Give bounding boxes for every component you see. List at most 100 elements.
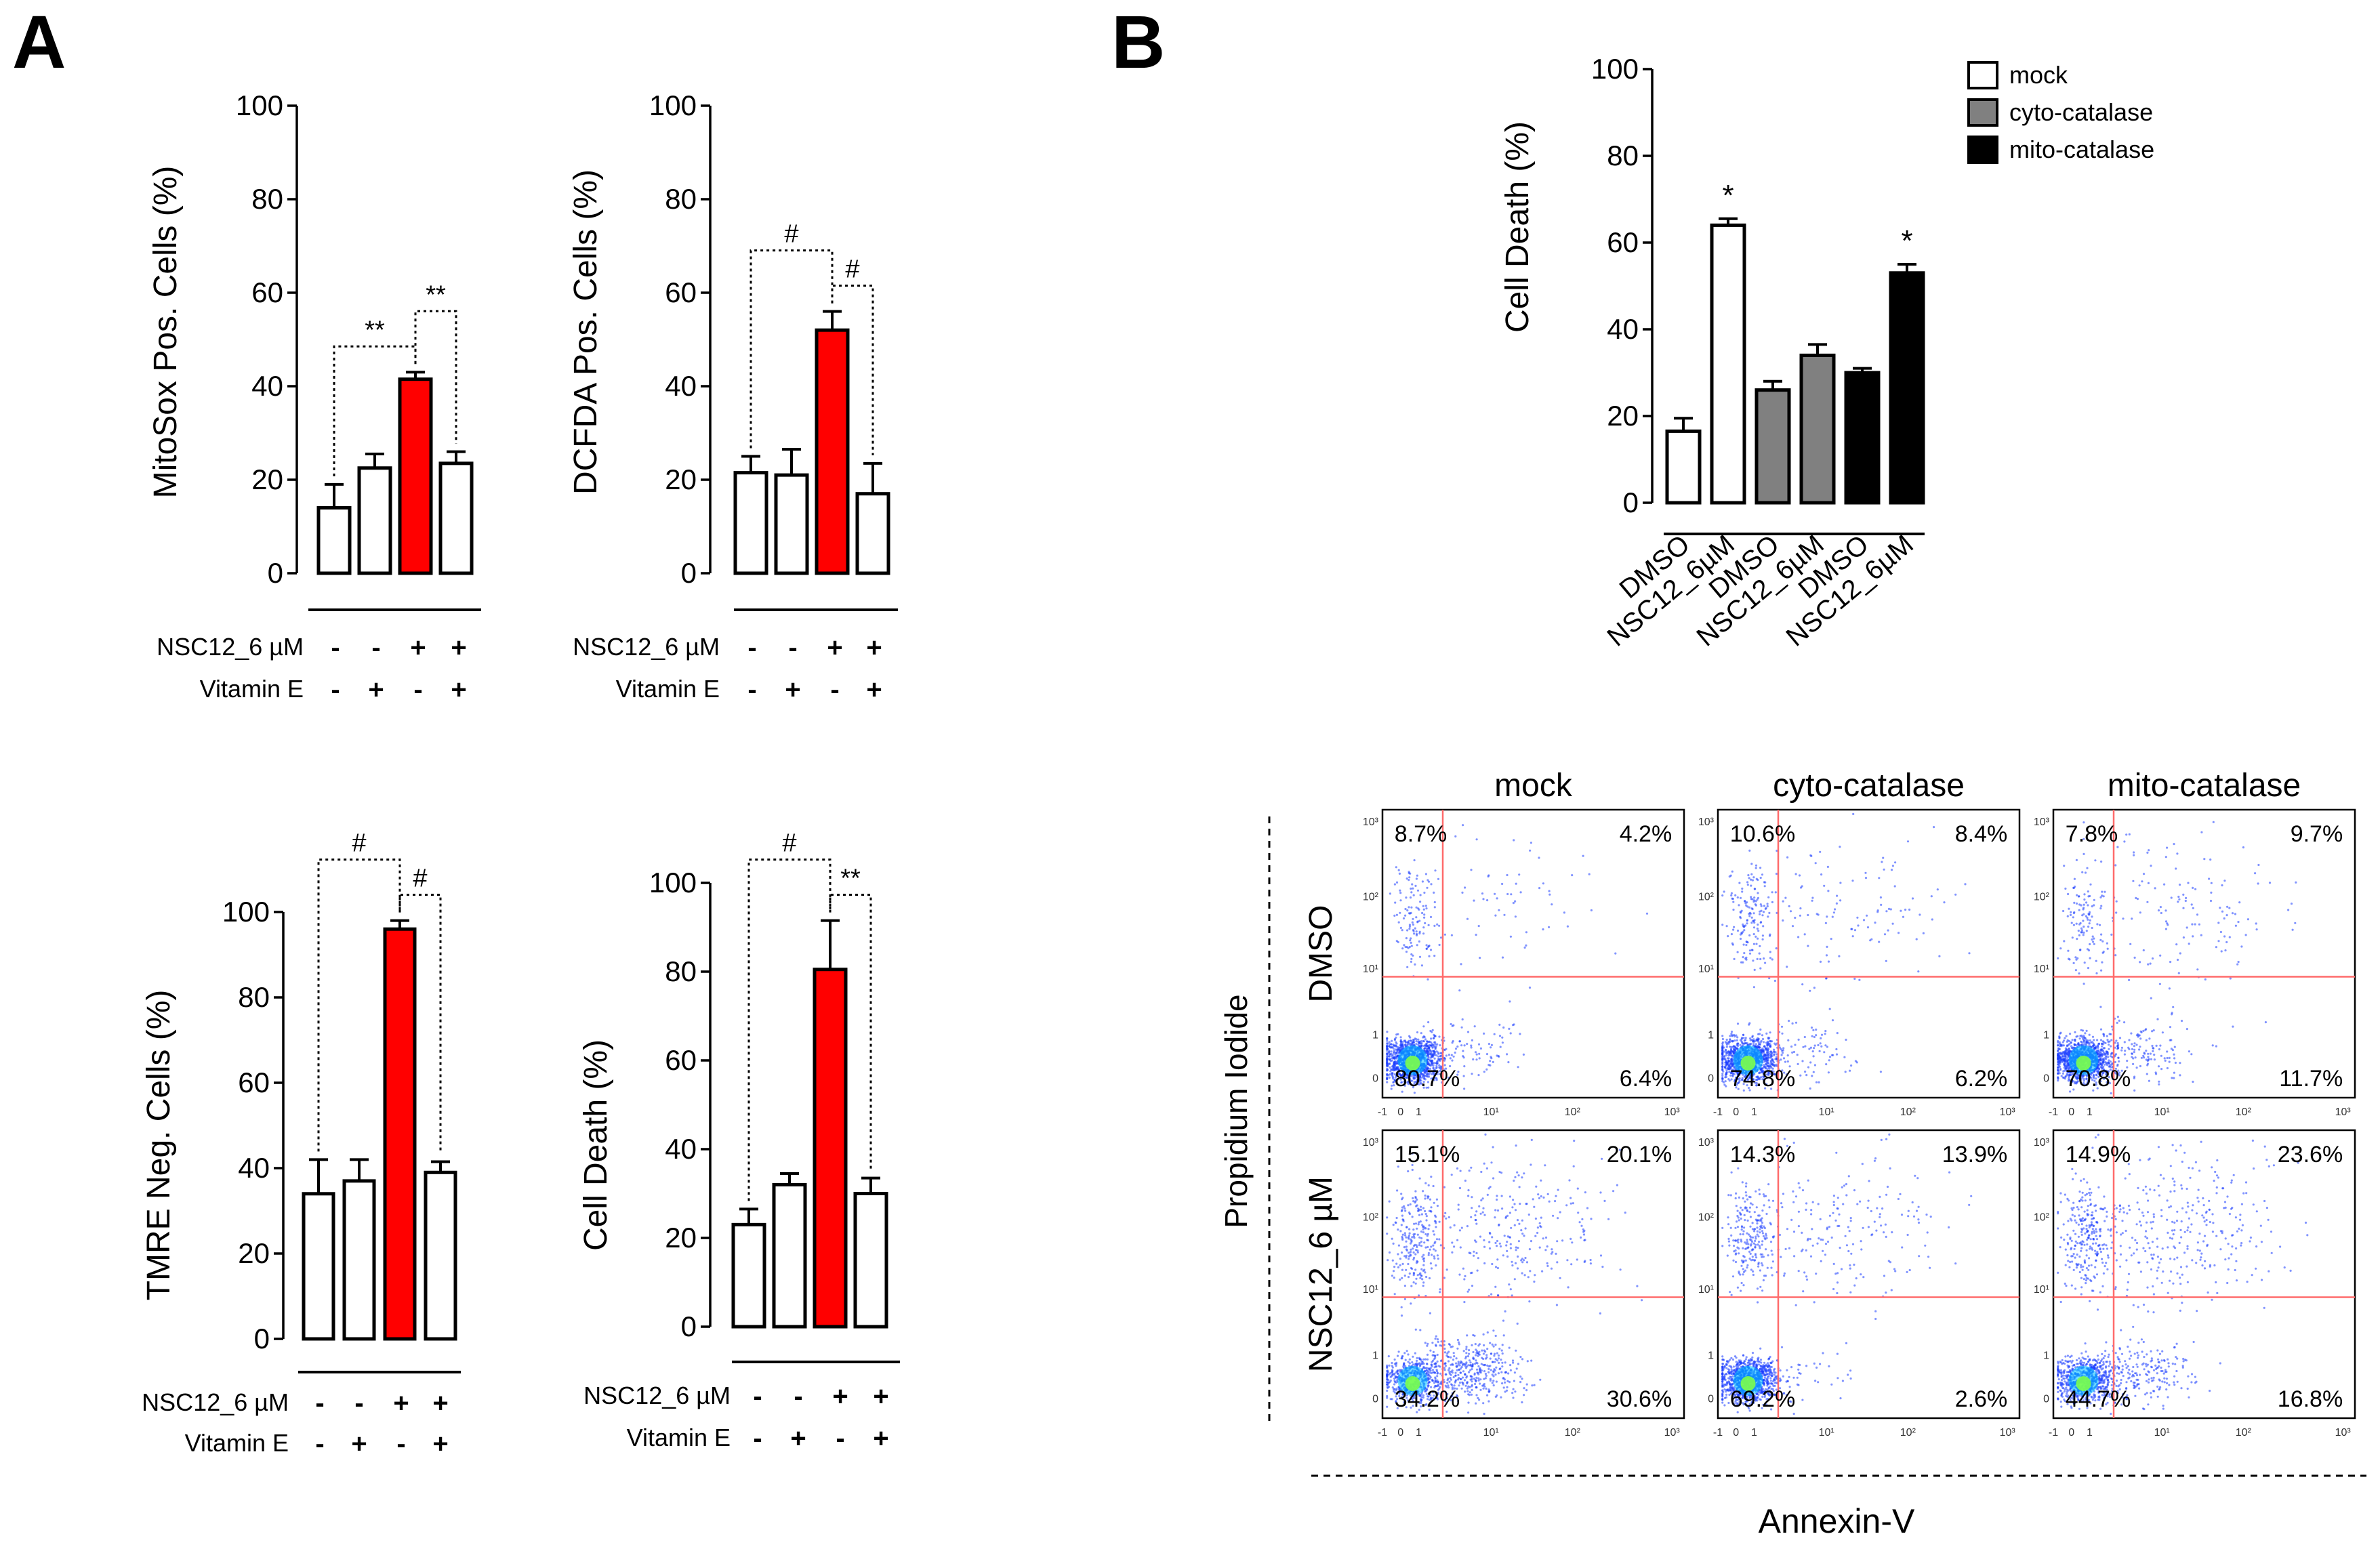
scatter-point (1752, 912, 1755, 915)
scatter-point (2177, 972, 2180, 974)
scatter-point (2254, 872, 2257, 875)
scatter-point (1762, 1041, 1765, 1043)
scatter-point (1771, 1062, 1773, 1065)
scatter-point (1763, 1055, 1766, 1058)
scatter-point (1786, 966, 1788, 968)
x-tick-label: 1 (1416, 1106, 1422, 1118)
scatter-point (2168, 1056, 2171, 1059)
scatter-point (1438, 1058, 1441, 1061)
scatter-point (2064, 1037, 2066, 1039)
scatter-point (1767, 915, 1769, 918)
scatter-point (2068, 1048, 2070, 1050)
scatter-point (2106, 947, 2109, 950)
scatter-point (2175, 867, 2177, 870)
scatter-point (1409, 896, 1412, 899)
scatter-point (1445, 1054, 1448, 1057)
significance-bracket (414, 310, 457, 444)
scatter-point (1801, 983, 1804, 986)
treatment-sign: - (396, 1429, 405, 1459)
scatter-point (1507, 1061, 1510, 1064)
scatter-point (1773, 1042, 1776, 1045)
scatter-point (1396, 1054, 1399, 1057)
scatter-point (2143, 1052, 2146, 1054)
treatment-sign: + (351, 1429, 367, 1459)
scatter-point (1818, 1050, 1821, 1052)
scatter-point (2087, 926, 2090, 928)
scatter-point (1768, 934, 1771, 937)
scatter-point (1514, 915, 1517, 918)
scatter-point (1745, 904, 1748, 907)
scatter-point (1506, 892, 1509, 896)
scatter-point (1388, 1041, 1391, 1043)
scatter-point (2101, 940, 2104, 943)
scatter-point (1730, 894, 1733, 897)
treatment-sign: + (832, 1382, 848, 1411)
scatter-point (1424, 873, 1427, 875)
scatter-point (2139, 1030, 2142, 1033)
scatter-point (1721, 924, 1724, 926)
treatment-sign: + (827, 633, 842, 663)
scatter-point (2105, 1055, 2108, 1058)
scatter-point (1878, 877, 1881, 879)
scatter-point (1489, 1060, 1492, 1062)
scatter-point (1463, 1044, 1466, 1047)
scatter-point (1769, 1052, 1772, 1055)
y-tick-label: 0 (1623, 486, 1639, 518)
scatter-point (1510, 893, 1513, 896)
quadrant-percentage: 70.8% (2066, 1066, 2131, 1092)
scatter-point (1470, 869, 1473, 871)
scatter-point (2126, 1060, 2129, 1062)
scatter-point (1742, 1037, 1745, 1039)
scatter-point (1826, 1045, 1828, 1048)
scatter-point (2136, 898, 2139, 900)
treatment-label: Vitamin E (200, 675, 304, 703)
scatter-point (2139, 1045, 2141, 1048)
scatter-point (1835, 902, 1838, 905)
scatter-point (2088, 922, 2091, 925)
scatter-point (1509, 1000, 1511, 1003)
bar (316, 505, 352, 575)
scatter-point (2190, 903, 2193, 906)
scatter-point (1397, 921, 1400, 924)
scatter-point (1422, 932, 1425, 935)
scatter-point (1725, 1045, 1728, 1048)
scatter-point (1751, 1035, 1754, 1037)
scatter-point (2217, 940, 2220, 943)
scatter-point (1757, 1041, 1760, 1043)
scatter-point (2067, 892, 2070, 896)
scatter-point (1427, 978, 1429, 981)
scatter-point (2085, 901, 2088, 904)
scatter-point (2118, 1019, 2120, 1022)
scatter-point (2158, 982, 2161, 985)
scatter-point (2097, 1044, 2099, 1047)
scatter-point (2083, 961, 2086, 964)
scatter-point (1388, 1076, 1391, 1079)
scatter-point (1434, 1043, 1437, 1045)
scatter-point (2064, 1057, 2067, 1060)
scatter-point (1403, 944, 1406, 947)
scatter-point (1844, 1071, 1847, 1073)
scatter-point (1571, 874, 1574, 877)
scatter-point (1813, 1035, 1815, 1039)
scatter-point (1422, 1025, 1425, 1028)
scatter-point (1419, 894, 1422, 896)
scatter-point (1427, 1048, 1430, 1050)
scatter-point (1759, 910, 1761, 913)
scatter-point (1466, 917, 1469, 920)
scatter-point (1766, 903, 1769, 905)
scatter-point (1825, 954, 1828, 957)
scatter-point (2215, 1045, 2217, 1048)
scatter-point (1904, 909, 1907, 911)
scatter-point (1820, 1045, 1823, 1048)
scatter-point (2082, 982, 2085, 985)
scatter-point (1514, 900, 1517, 903)
scatter-point (1748, 906, 1751, 909)
scatter-point (1525, 931, 1527, 934)
x-tick-label: 10¹ (1483, 1106, 1499, 1118)
scatter-point (1424, 1358, 1427, 1361)
scatter-point (1780, 1025, 1784, 1028)
y-tick-label: 10³ (2034, 816, 2050, 828)
scatter-point (2066, 1045, 2069, 1048)
